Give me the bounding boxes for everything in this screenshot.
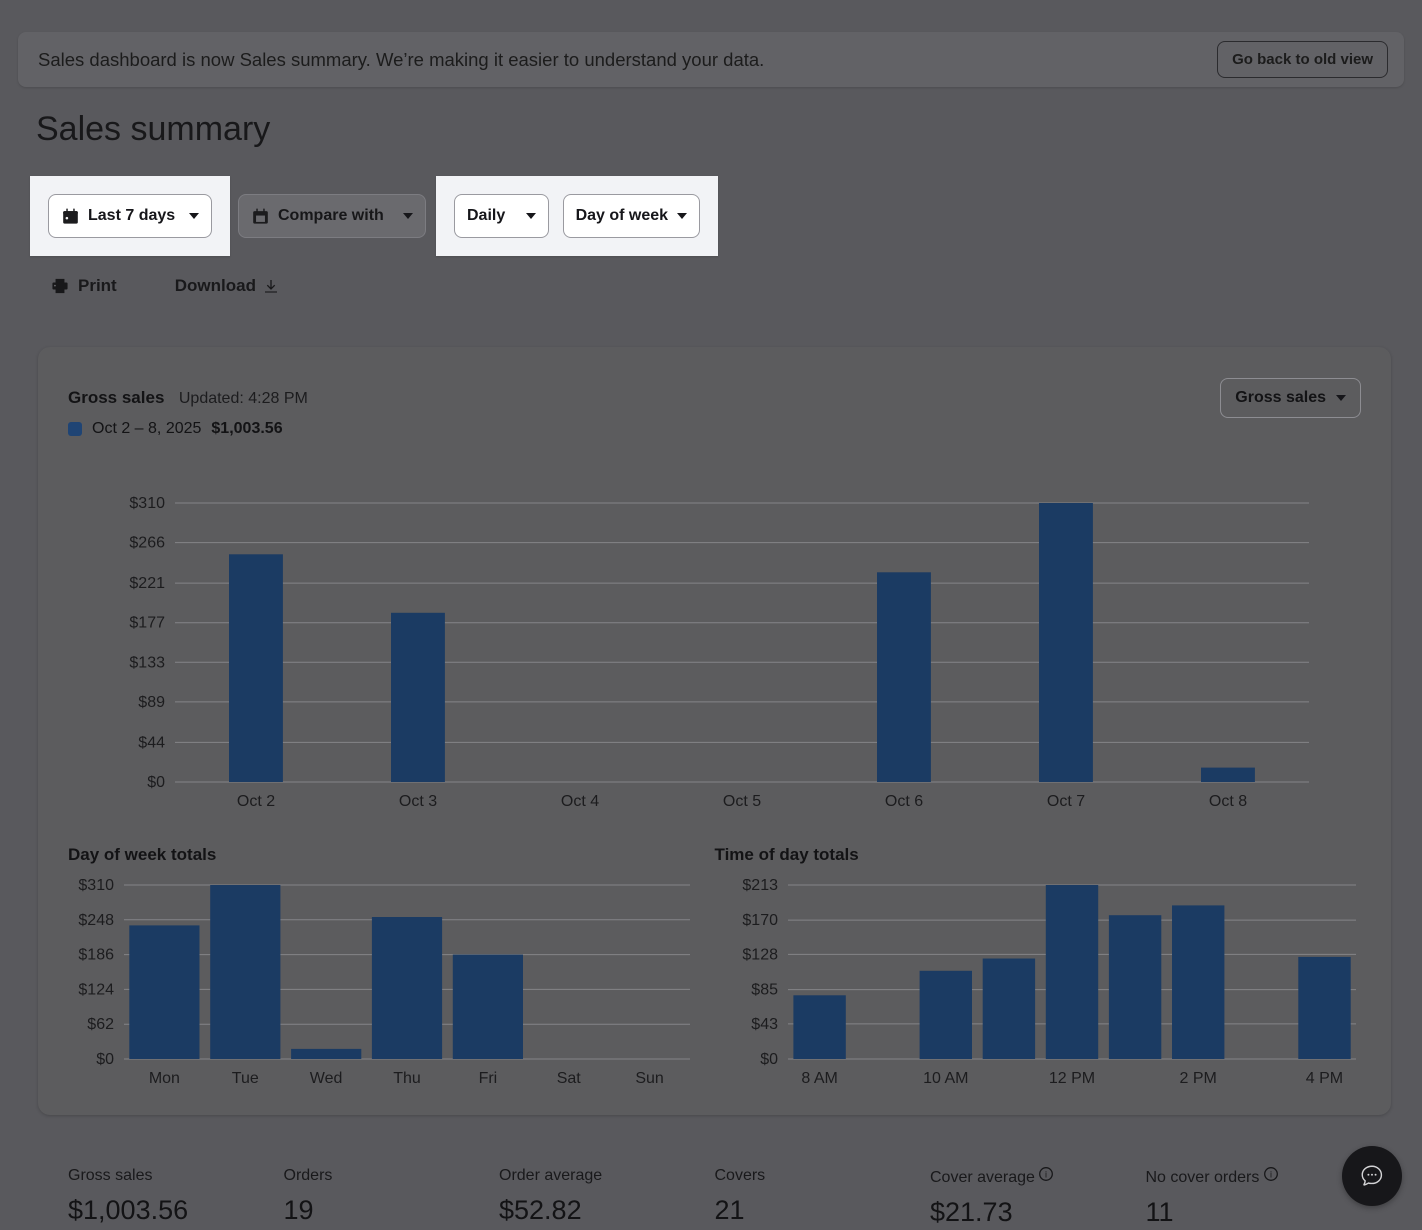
svg-text:12 PM: 12 PM [1048, 1070, 1094, 1087]
svg-text:$133: $133 [129, 654, 165, 671]
svg-text:Oct 3: Oct 3 [399, 793, 437, 810]
svg-text:4 PM: 4 PM [1305, 1070, 1342, 1087]
svg-text:$170: $170 [742, 912, 778, 929]
svg-text:8 AM: 8 AM [801, 1070, 837, 1087]
svg-text:$124: $124 [78, 981, 114, 998]
svg-text:Thu: Thu [393, 1070, 421, 1087]
svg-text:Sun: Sun [635, 1070, 663, 1087]
svg-text:Oct 8: Oct 8 [1209, 793, 1247, 810]
svg-text:$85: $85 [751, 982, 778, 999]
svg-text:Oct 5: Oct 5 [723, 793, 761, 810]
svg-text:$221: $221 [129, 575, 165, 592]
svg-text:$266: $266 [129, 535, 165, 552]
svg-text:$248: $248 [78, 912, 114, 929]
svg-text:$89: $89 [138, 694, 165, 711]
svg-text:$310: $310 [78, 879, 114, 894]
svg-text:$186: $186 [78, 947, 114, 964]
svg-text:Tue: Tue [232, 1070, 259, 1087]
svg-text:Oct 2: Oct 2 [237, 793, 275, 810]
svg-text:$0: $0 [96, 1051, 114, 1068]
svg-text:$213: $213 [742, 879, 778, 894]
svg-text:$128: $128 [742, 946, 778, 963]
svg-text:Oct 7: Oct 7 [1047, 793, 1085, 810]
svg-text:i: i [1045, 1170, 1047, 1180]
svg-text:Fri: Fri [479, 1070, 498, 1087]
svg-text:2 PM: 2 PM [1179, 1070, 1216, 1087]
svg-text:Sat: Sat [557, 1070, 582, 1087]
svg-text:$43: $43 [751, 1016, 778, 1033]
svg-text:$177: $177 [129, 615, 165, 632]
svg-text:Wed: Wed [310, 1070, 343, 1087]
svg-text:Mon: Mon [149, 1070, 180, 1087]
svg-text:$310: $310 [129, 495, 165, 512]
svg-text:i: i [1270, 1170, 1272, 1180]
svg-text:Oct 4: Oct 4 [561, 793, 599, 810]
svg-text:$0: $0 [760, 1051, 778, 1068]
svg-text:$0: $0 [147, 774, 165, 791]
svg-text:Oct 6: Oct 6 [885, 793, 923, 810]
svg-text:10 AM: 10 AM [923, 1070, 968, 1087]
svg-text:$62: $62 [87, 1016, 114, 1033]
svg-text:$44: $44 [138, 734, 165, 751]
